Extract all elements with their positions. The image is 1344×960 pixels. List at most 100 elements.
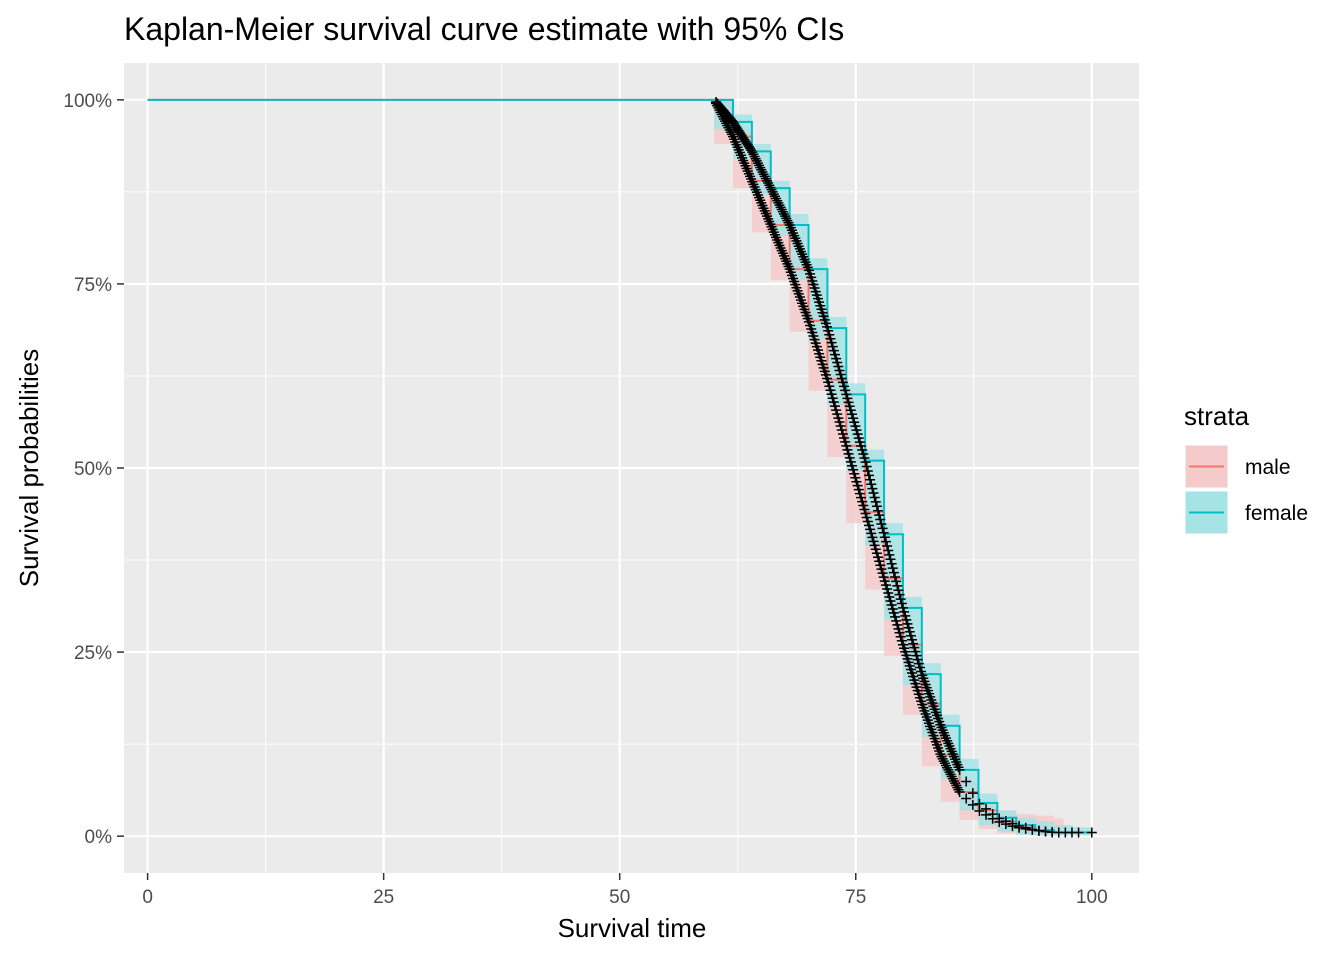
censor-mark-female [873,505,884,516]
x-tick-label: 50 [609,887,630,908]
censor-mark-male [939,758,950,769]
censor-mark-female [870,496,881,507]
censor-mark-female [859,452,870,463]
censor-mark-female [882,541,893,552]
censor-mark-female [1033,825,1044,836]
censor-mark-female [860,457,871,468]
grid-lines [124,63,1139,873]
censor-mark-female [1000,816,1011,827]
censor-mark-male [967,799,978,810]
censor-mark-female [891,576,902,587]
censor-mark-male [943,764,954,775]
censor-mark-female [865,474,876,485]
y-axis-title: Survival probabilities [14,349,44,587]
censor-mark-male [935,749,946,760]
censor-mark-male [954,787,965,797]
censor-mark-female [754,160,765,171]
censor-mark-female [867,483,878,494]
censor-mark-female [886,558,897,569]
censor-mark-female [747,147,758,158]
censor-mark-female [759,171,770,182]
x-tick-label: 25 [373,887,394,908]
y-tick-label: 100% [63,91,112,112]
censor-mark-female [1014,820,1025,831]
censor-mark-female [773,197,784,208]
y-tick-label: 0% [85,827,113,848]
censor-mark-female [772,195,783,206]
censor-mark-female [885,554,896,565]
censor-mark-female [1040,826,1051,837]
censor-mark-female [783,217,794,228]
censor-mark-male [951,780,962,791]
legend-label-male: male [1245,456,1291,479]
censor-mark-female [890,571,901,582]
censor-mark-female [766,184,777,195]
censor-mark-female [757,166,768,177]
censor-mark-male [952,782,963,793]
x-axis-title: Survival time [558,913,707,943]
censor-mark-female [758,169,769,180]
censor-mark-male [724,125,735,136]
y-tick-label: 25% [74,643,112,664]
censor-mark-male [944,767,955,778]
censor-mark-male [945,769,956,780]
censor-mark-female [888,567,899,578]
censor-mark-female [782,215,793,226]
censor-mark-female [967,788,978,799]
legend-title: strata [1184,401,1250,431]
curve-female [147,98,1092,834]
censor-mark-female [781,213,792,224]
censor-mark-female [1007,818,1018,829]
censor-mark-female [866,479,877,490]
censor-mark-female [764,180,775,191]
censor-mark-female [895,594,906,605]
censor-mark-female [880,536,891,547]
censor-mark-male [950,778,961,789]
censor-mark-female [894,589,905,600]
censor-mark-female [861,461,872,472]
censor-mark-female [974,798,985,809]
y-tick-label: 50% [74,459,112,480]
censor-mark-male [961,793,972,804]
censor-mark-female [771,193,782,204]
censor-mark-female [752,158,763,169]
censor-mark-female [778,208,789,219]
censor-mark-female [767,186,778,197]
censor-mark-female [871,501,882,512]
censor-mark-female [760,173,771,184]
censor-mark-female [887,563,898,574]
censor-mark-female [1020,822,1031,833]
censor-mark-female [1027,824,1038,835]
legend: strata male female [1184,401,1308,535]
censor-mark-female [1086,827,1097,838]
censor-mark-female [874,510,885,521]
censor-mark-female [893,585,904,596]
censor-mark-female [878,527,889,538]
x-tick-label: 75 [845,887,866,908]
censor-mark-female [751,155,762,166]
censor-mark-female [776,204,787,215]
censor-mark-female [746,145,757,156]
censor-mark-female [777,206,788,217]
censor-mark-female [761,175,772,186]
chart-title: Kaplan-Meier survival curve estimate wit… [124,11,844,47]
censor-mark-female [765,182,776,193]
censor-mark-male [953,784,964,795]
censor-mark-female [961,776,972,787]
censor-mark-female [1073,827,1084,838]
censor-mark-male [726,129,737,140]
censor-mark-female [875,514,886,525]
censor-mark-female [869,492,880,503]
censor-mark-male [942,762,953,773]
censor-mark-male [936,751,947,762]
censor-mark-female [763,178,774,189]
x-tick-label: 100 [1076,887,1108,908]
censor-mark-male [946,771,957,782]
censor-mark-female [756,164,767,175]
censor-mark-female [769,191,780,202]
censor-mark-female [883,545,894,556]
censor-mark-female [896,598,907,609]
x-tick-label: 0 [142,887,153,908]
censor-mark-female [749,151,760,162]
censor-mark-male [941,760,952,771]
